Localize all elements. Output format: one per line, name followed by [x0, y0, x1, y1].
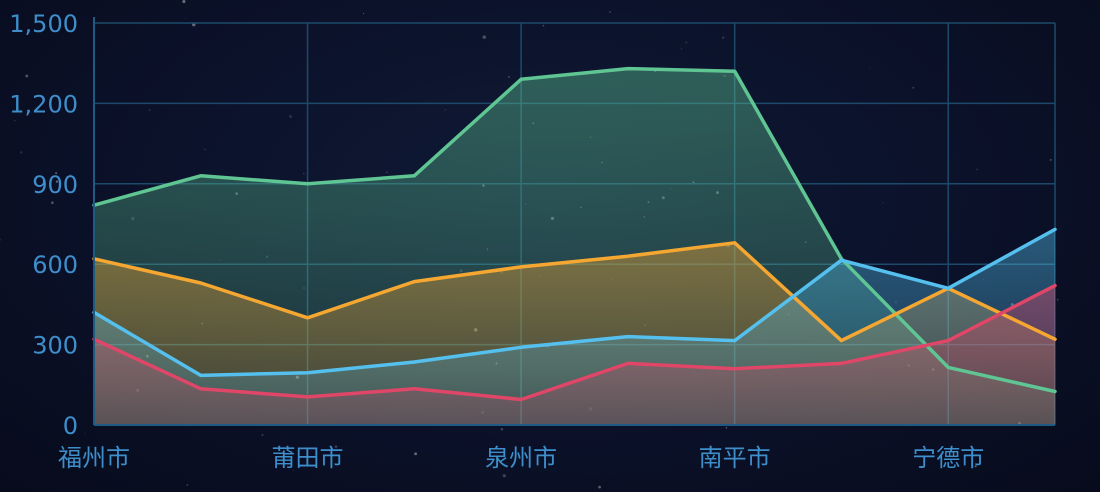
star-dot — [55, 180, 59, 183]
star-dot — [84, 432, 86, 435]
series-line-2 — [92, 227, 1057, 378]
y-tick-label: 600 — [32, 251, 78, 279]
series-areas — [94, 68, 1055, 425]
star-dot — [974, 465, 977, 468]
axes — [93, 17, 1055, 426]
star-dot — [302, 172, 305, 175]
star-dot — [69, 174, 72, 176]
star-dot — [1049, 158, 1052, 161]
x-tick-label: 莆田市 — [272, 444, 344, 472]
star-dot — [500, 427, 504, 431]
star-dot — [363, 12, 365, 15]
x-tick-label: 福州市 — [58, 444, 130, 472]
star-dot — [507, 75, 511, 79]
x-tick-label: 泉州市 — [485, 444, 557, 472]
y-axis-labels: 0 300 600 900 1,200 1,500 — [9, 10, 78, 440]
series-area-3 — [94, 285, 1055, 425]
star-dot — [0, 238, 2, 241]
y-tick-label: 1,500 — [9, 10, 78, 38]
y-tick-label: 900 — [32, 171, 78, 199]
star-dot — [186, 483, 189, 486]
star-dot — [502, 474, 506, 478]
star-dot — [609, 10, 611, 13]
star-dot — [912, 86, 915, 89]
star-dot — [334, 445, 338, 448]
star-dot — [542, 24, 545, 27]
star-dot — [14, 120, 16, 122]
star-dot — [725, 427, 728, 429]
star-dot — [1056, 298, 1059, 301]
series-lines — [92, 66, 1057, 402]
star-dot — [184, 17, 187, 20]
star-dot — [722, 36, 725, 39]
star-dot — [598, 485, 601, 489]
series-line-3 — [92, 283, 1057, 402]
x-tick-label: 南平市 — [699, 444, 771, 472]
x-axis-labels: 福州市 莆田市 泉州市 南平市 宁德市 — [58, 444, 984, 472]
star-dot — [868, 66, 871, 68]
star-dot — [292, 470, 294, 472]
star-dot — [685, 41, 688, 44]
star-dot — [51, 201, 54, 205]
star-dot — [182, 0, 186, 4]
star-dot — [882, 202, 884, 204]
star-dot — [386, 171, 388, 173]
y-tick-label: 0 — [63, 412, 78, 440]
x-tick-label: 宁德市 — [912, 444, 984, 472]
star-dot — [414, 452, 418, 456]
series-line-1 — [92, 241, 1057, 343]
y-tick-label: 1,200 — [9, 90, 78, 118]
star-dot — [204, 149, 206, 151]
star-dot — [444, 108, 447, 111]
star-dot — [55, 172, 58, 175]
star-dot — [148, 109, 151, 112]
star-dot — [976, 168, 978, 171]
y-tick-label: 300 — [32, 332, 78, 360]
star-dot — [25, 74, 29, 78]
star-dot — [261, 433, 264, 437]
star-dot — [19, 151, 23, 154]
star-dot — [482, 35, 487, 39]
star-dot — [680, 48, 683, 50]
star-dot — [289, 115, 292, 118]
